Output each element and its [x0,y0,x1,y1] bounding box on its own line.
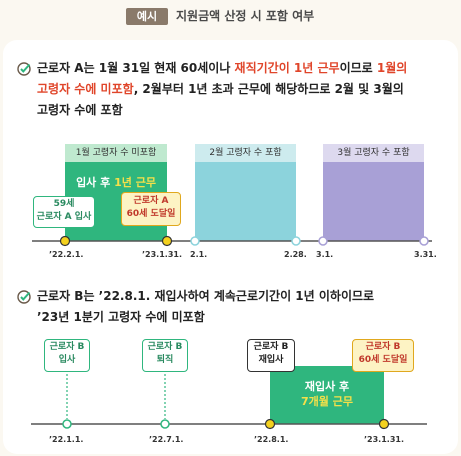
header: 예시 지원금액 산정 시 포함 여부 [0,0,461,34]
date-a-1: ’22.2.1. [49,250,84,259]
marker-rehire [264,418,276,430]
period-rehire-block [270,366,384,424]
tab-jan-bg [65,144,167,162]
marker-mar-end [419,236,429,246]
tab-mar-bg [323,144,424,162]
marker-hire [62,419,72,429]
label-b-reach-60: 근로자 B 60세 도달일 [352,339,414,372]
label-b-rehire: 근로자 B 재입사 [247,339,295,372]
date-a-6: 3.31. [414,250,437,259]
tab-jan: 1월 고령자 수 미포함 [75,148,157,158]
page-title: 지원금액 산정 시 포함 여부 [176,9,315,23]
label-b-quit: 근로자 B 퇴직 [142,339,188,372]
section-b-line-2: ’23년 1분기 고령자 수에 미포함 [37,310,205,324]
section-a-line-2: 고령자 수에 미포함, 2월부터 1년 초과 근무에 해당하므로 2월 및 3월… [37,82,404,96]
date-b-4: ’23.1.31. [364,435,404,444]
date-a-4: 2.28. [284,250,307,259]
tab-feb: 2월 고령자 수 포함 [209,148,282,158]
callout-60-reach: 근로자 A 60세 도달일 [121,192,181,226]
check-circle-icon [17,290,31,304]
marker-jan-end [161,235,173,247]
date-a-3: 2.1. [190,250,208,259]
section-a-line-3: 고령자 수에 포함 [37,103,123,117]
marker-feb-end [291,236,301,246]
section-b-line-1: 근로자 B는 ’22.8.1. 재입사하여 계속근로기간이 1년 이하이므로 [37,289,375,303]
date-b-1: ’22.1.1. [49,435,84,444]
tab-feb-bg [195,144,296,162]
date-a-5: 3.1. [316,250,334,259]
callout-59-hire: 59세 근로자 A 입사 [33,196,95,228]
check-circle-icon [17,62,31,76]
marker-start [59,235,71,247]
period-label-a: 입사 후 1년 근무 [76,176,156,189]
date-b-2: ’22.7.1. [149,435,184,444]
example-badge: 예시 [126,8,168,25]
period-label-b: 재입사 후 7개월 근무 [301,380,353,408]
marker-feb-start [190,236,200,246]
date-b-3: ’22.8.1. [254,435,289,444]
marker-reach-60 [378,418,390,430]
period-mar-block [323,162,424,241]
section-a-line-1: 근로자 A는 1월 31일 현재 60세이나 재직기간이 1년 근무이므로 1월… [37,61,408,75]
label-b-hire: 근로자 B 입사 [44,339,90,372]
marker-mar-start [318,236,328,246]
date-a-2: ’23.1.31. [142,250,182,259]
marker-quit [160,419,170,429]
tab-mar: 3월 고령자 수 포함 [337,148,410,158]
period-feb-block [195,162,296,241]
